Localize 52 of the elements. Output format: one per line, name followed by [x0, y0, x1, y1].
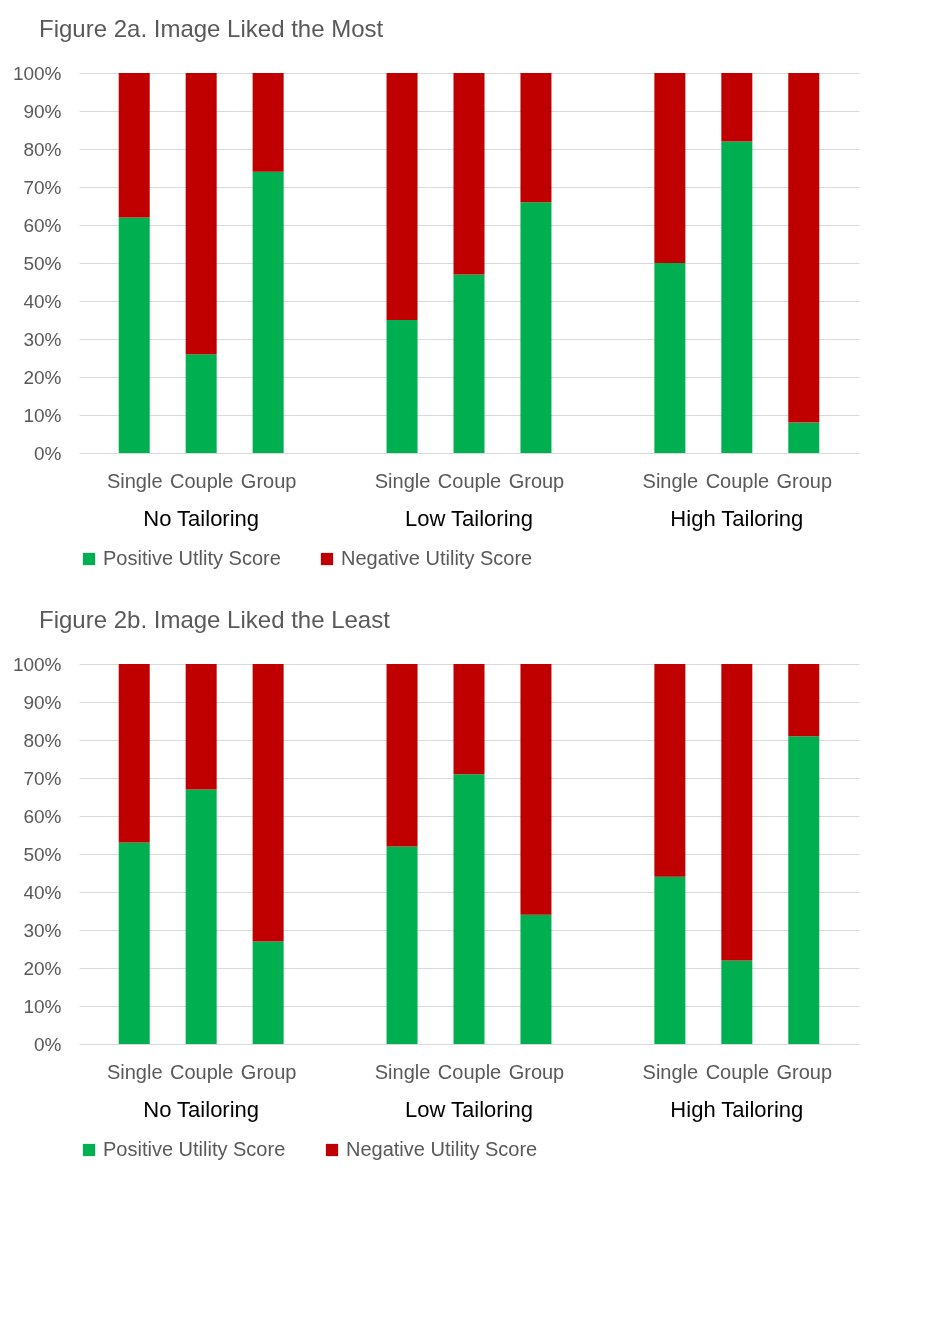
- x-tick-label: Single: [642, 1060, 699, 1083]
- y-tick-label: 0%: [34, 1033, 62, 1055]
- x-tick-label: Couple: [705, 1060, 770, 1083]
- x-tick-label: Group: [776, 469, 833, 492]
- y-tick-label: 30%: [23, 328, 62, 350]
- x-tick-label: Single: [106, 469, 163, 492]
- x-tick-label: Couple: [705, 469, 770, 492]
- y-tick-label: 40%: [23, 290, 62, 312]
- x-tick-label: Group: [508, 469, 565, 492]
- y-tick-label: 20%: [23, 957, 62, 979]
- y-tick-label: 80%: [23, 138, 62, 160]
- y-tick-label: 60%: [23, 805, 62, 827]
- y-tick-label: 10%: [23, 995, 62, 1017]
- y-tick-label: 60%: [23, 214, 62, 236]
- y-tick-label: 70%: [23, 176, 62, 198]
- x-tick-label: Single: [106, 1060, 163, 1083]
- chart-title: Figure 2b. Image Liked the Least: [39, 606, 391, 633]
- text: Low Tailoring: [404, 506, 534, 531]
- legend-label: Positive Utlity Score: [103, 547, 281, 569]
- y-tick-label: 100%: [12, 62, 62, 84]
- legend-label: Positive Utility Score: [103, 1138, 286, 1160]
- text: No Tailoring: [143, 1097, 260, 1122]
- x-tick-label: Group: [776, 1060, 833, 1083]
- x-tick-label: Group: [240, 1060, 297, 1083]
- y-tick-label: 0%: [34, 442, 62, 464]
- legend-label: Negative Utility Score: [341, 547, 533, 569]
- y-tick-label: 40%: [23, 881, 62, 903]
- x-tick-label: Couple: [169, 1060, 234, 1083]
- x-tick-label: Group: [240, 469, 297, 492]
- y-tick-label: 50%: [23, 843, 62, 865]
- y-tick-label: 80%: [23, 729, 62, 751]
- x-tick-label: Single: [642, 469, 699, 492]
- x-tick-label: Couple: [437, 1060, 502, 1083]
- y-tick-label: 90%: [23, 100, 62, 122]
- y-tick-label: 70%: [23, 767, 62, 789]
- x-tick-label: Couple: [437, 469, 502, 492]
- text: No Tailoring: [143, 506, 260, 531]
- y-tick-label: 30%: [23, 919, 62, 941]
- legend-label: Negative Utility Score: [346, 1138, 538, 1160]
- chart-title: Figure 2a. Image Liked the Most: [39, 15, 384, 42]
- x-tick-label: Group: [508, 1060, 565, 1083]
- x-tick-label: Couple: [169, 469, 234, 492]
- y-tick-label: 10%: [23, 404, 62, 426]
- y-tick-label: 90%: [23, 691, 62, 713]
- x-tick-label: Single: [374, 469, 431, 492]
- text: High Tailoring: [670, 506, 804, 531]
- y-tick-label: 20%: [23, 366, 62, 388]
- text: Low Tailoring: [404, 1097, 534, 1122]
- y-tick-label: 50%: [23, 252, 62, 274]
- x-tick-label: Single: [374, 1060, 431, 1083]
- text: High Tailoring: [670, 1097, 804, 1122]
- y-tick-label: 100%: [12, 653, 62, 675]
